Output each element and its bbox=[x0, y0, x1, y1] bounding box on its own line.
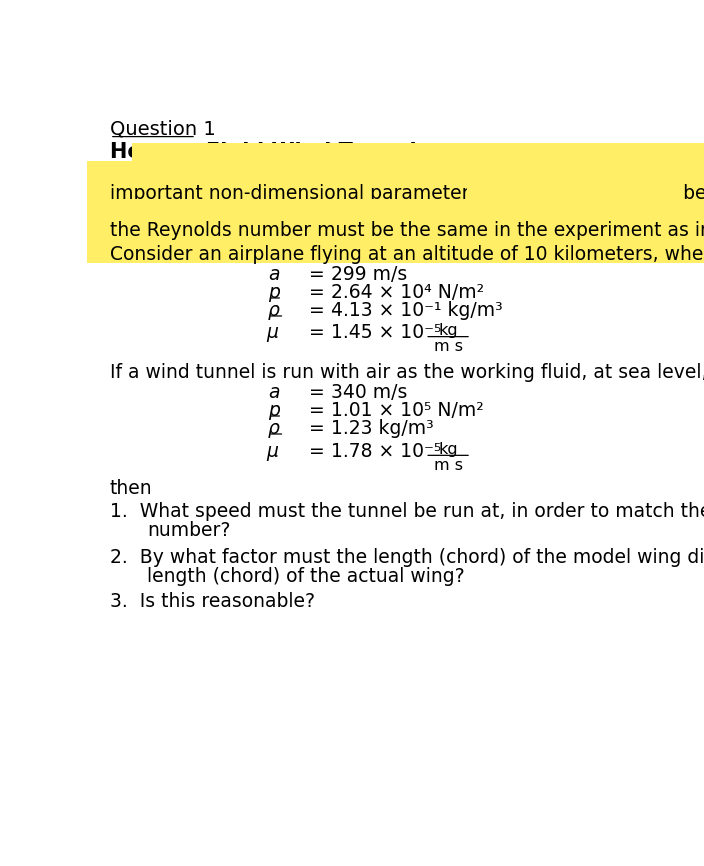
Text: wind-tunnel experiment to correspond to an actual physical situation: wind-tunnel experiment to correspond to … bbox=[155, 165, 704, 184]
Text: =: = bbox=[309, 419, 325, 438]
Text: 3.  Is this reasonable?: 3. Is this reasonable? bbox=[110, 592, 315, 611]
Text: 1.  What speed must the tunnel be run at, in order to match the flight Mac: 1. What speed must the tunnel be run at,… bbox=[110, 502, 704, 521]
Text: =: = bbox=[309, 301, 325, 320]
Text: =: = bbox=[309, 442, 325, 461]
Text: =: = bbox=[309, 401, 325, 420]
Text: Heavy - Fluid Wind Tunnels: Heavy - Fluid Wind Tunnels bbox=[110, 142, 429, 162]
Text: Consider an airplane flying at an altitude of 10 kilometers, where: Consider an airplane flying at an altitu… bbox=[110, 244, 704, 263]
Text: 1.01 × 10⁵ N/m²: 1.01 × 10⁵ N/m² bbox=[331, 401, 484, 420]
Text: , the: , the bbox=[600, 165, 643, 184]
Text: μ: μ bbox=[266, 442, 278, 461]
Text: length (chord) of the actual wing?: length (chord) of the actual wing? bbox=[147, 566, 465, 585]
Text: 1.23 kg/m³: 1.23 kg/m³ bbox=[331, 419, 434, 438]
Text: p: p bbox=[268, 401, 280, 420]
Text: Question 1: Question 1 bbox=[110, 120, 215, 139]
Text: ρ: ρ bbox=[268, 301, 280, 320]
Text: a: a bbox=[268, 384, 279, 403]
Text: ρ: ρ bbox=[268, 419, 280, 438]
Text: m s: m s bbox=[434, 339, 463, 354]
Text: 299 m/s: 299 m/s bbox=[331, 265, 407, 284]
Text: .  For: . For bbox=[565, 184, 612, 203]
Text: important non-dimensional parameters of the problem must be matched: important non-dimensional parameters of … bbox=[110, 184, 704, 203]
Text: 340 m/s: 340 m/s bbox=[331, 384, 407, 403]
Text: number?: number? bbox=[147, 520, 230, 540]
Text: =: = bbox=[309, 265, 325, 284]
Text: 4.13 × 10⁻¹ kg/m³: 4.13 × 10⁻¹ kg/m³ bbox=[331, 301, 503, 320]
Text: then: then bbox=[110, 479, 153, 498]
Text: p: p bbox=[268, 283, 280, 302]
Text: For a: For a bbox=[110, 165, 163, 184]
Text: m s: m s bbox=[434, 458, 463, 473]
Text: =: = bbox=[309, 323, 325, 342]
Text: 2.  By what factor must the length (chord) of the model wing differ from the: 2. By what factor must the length (chord… bbox=[110, 548, 704, 567]
Text: kg: kg bbox=[439, 442, 458, 457]
Text: μ: μ bbox=[266, 323, 278, 342]
Text: many aerodynamic situations, this primarily means that the: many aerodynamic situations, this primar… bbox=[110, 203, 680, 222]
Text: =: = bbox=[309, 283, 325, 302]
Text: the Reynolds number must be the same in the experiment as in flight.: the Reynolds number must be the same in … bbox=[110, 222, 704, 240]
Text: 1.45 × 10⁻⁵: 1.45 × 10⁻⁵ bbox=[331, 323, 441, 342]
Text: Mach number and: Mach number and bbox=[489, 203, 660, 222]
Text: kg: kg bbox=[439, 323, 458, 339]
Text: If a wind tunnel is run with air as the working fluid, at sea level, with: If a wind tunnel is run with air as the … bbox=[110, 363, 704, 382]
Text: =: = bbox=[309, 384, 325, 403]
Text: a: a bbox=[268, 265, 279, 284]
Text: 1.78 × 10⁻⁵: 1.78 × 10⁻⁵ bbox=[331, 442, 441, 461]
Text: 2.64 × 10⁴ N/m²: 2.64 × 10⁴ N/m² bbox=[331, 283, 484, 302]
